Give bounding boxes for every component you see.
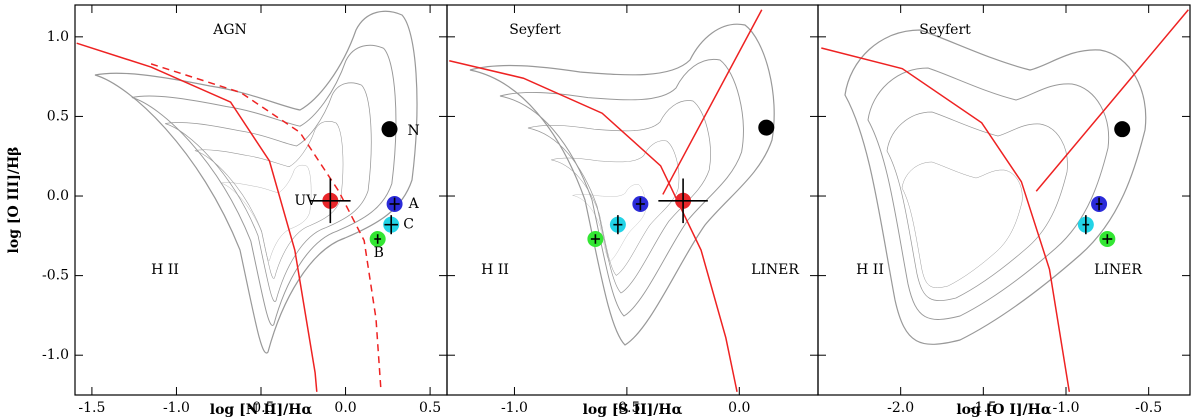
- region-label: Seyfert: [509, 22, 561, 38]
- contour: [901, 161, 1023, 288]
- y-tick-label: 0.0: [47, 188, 69, 204]
- demarcation-curve: [449, 59, 738, 392]
- panel: [76, 42, 382, 392]
- plot-frame: [446, 4, 819, 396]
- x-tick-label: -1.5: [78, 400, 105, 416]
- point-label: UV: [294, 193, 317, 209]
- x-tick-label: 0.0: [728, 400, 750, 416]
- region-label: Seyfert: [919, 22, 971, 38]
- panel: [449, 9, 763, 392]
- point-label: B: [374, 245, 384, 261]
- region-label: H II: [481, 262, 509, 278]
- region-label: AGN: [212, 22, 247, 38]
- contours: [844, 29, 1147, 345]
- x-tick-label: -1.5: [970, 400, 997, 416]
- region-label: H II: [151, 262, 179, 278]
- x-axis-label: log [N II]/Hα: [210, 402, 313, 418]
- y-tick-label: 0.5: [47, 108, 69, 124]
- point-label: A: [408, 196, 420, 212]
- contours: [94, 10, 418, 354]
- contour: [499, 58, 744, 317]
- x-tick-label: 0.5: [419, 400, 441, 416]
- x-tick-label: 0.0: [334, 400, 356, 416]
- x-tick-label: -2.0: [887, 400, 914, 416]
- point-label: N: [408, 123, 420, 139]
- demarcation-curve: [821, 47, 1071, 392]
- demarcation-curve: [662, 9, 763, 195]
- region-label: H II: [856, 262, 884, 278]
- contour: [194, 121, 344, 279]
- x-tick-label: -1.0: [163, 400, 190, 416]
- y-tick-label: -0.5: [42, 268, 69, 284]
- contour: [164, 82, 372, 302]
- plot-frame: [817, 4, 1191, 396]
- contour: [94, 10, 418, 354]
- y-tick-label: -1.0: [42, 347, 69, 363]
- region-label: LINER: [1094, 262, 1142, 278]
- region-label: LINER: [751, 262, 799, 278]
- contour: [867, 67, 1110, 320]
- demarcation-curve: [76, 42, 318, 392]
- contour: [220, 165, 312, 262]
- contour: [886, 111, 1068, 301]
- x-tick-label: -0.5: [613, 400, 640, 416]
- x-tick-label: -1.0: [1053, 400, 1080, 416]
- contour: [550, 140, 680, 276]
- point-label: C: [403, 217, 414, 233]
- demarcation-curve: [150, 63, 382, 392]
- x-axis-label: log [S II]/Hα: [583, 402, 683, 418]
- x-axis-label: log [O I]/Hα: [956, 402, 1052, 418]
- panel: [821, 9, 1189, 392]
- x-tick-label: -0.5: [1135, 400, 1162, 416]
- y-axis-label: log [O III]/Hβ: [6, 147, 22, 254]
- y-tick-label: 1.0: [47, 29, 69, 45]
- x-tick-label: -0.5: [248, 400, 275, 416]
- demarcation-curve: [1035, 9, 1189, 192]
- x-tick-label: -1.0: [501, 400, 528, 416]
- contour: [131, 44, 397, 326]
